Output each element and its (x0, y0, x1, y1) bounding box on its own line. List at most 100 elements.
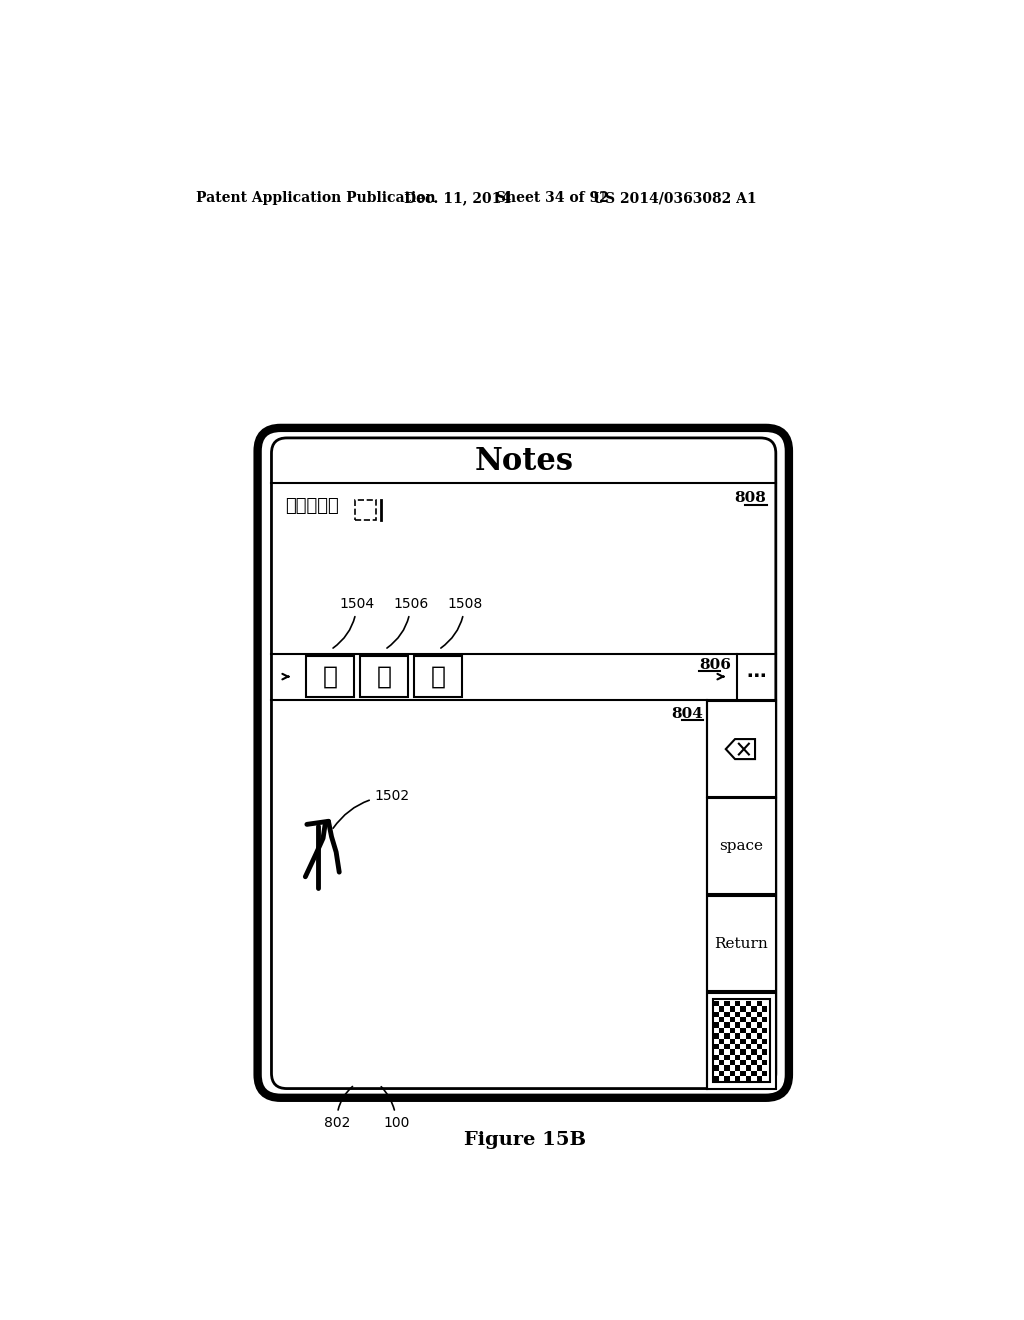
Bar (757, 1044, 762, 1049)
Text: Dec. 11, 2014: Dec. 11, 2014 (403, 191, 511, 206)
Bar (707, 896, 776, 991)
Bar (719, 1049, 724, 1055)
Bar (730, 1028, 735, 1034)
Bar (724, 1076, 730, 1081)
Bar (752, 1006, 757, 1011)
Bar (740, 1071, 745, 1076)
Bar (714, 1065, 719, 1071)
Text: Sheet 34 of 92: Sheet 34 of 92 (497, 191, 609, 206)
Bar (707, 993, 776, 1089)
Bar (762, 1028, 767, 1034)
Bar (714, 1034, 719, 1039)
Bar (719, 1028, 724, 1034)
Bar (724, 1034, 730, 1039)
Bar (762, 1039, 767, 1044)
Text: Notes: Notes (474, 446, 573, 477)
Bar (745, 1055, 752, 1060)
Bar (745, 1001, 752, 1006)
Bar (724, 1011, 730, 1016)
Bar (752, 1039, 757, 1044)
Bar (752, 1060, 757, 1065)
Bar (752, 1071, 757, 1076)
Bar (757, 1034, 762, 1039)
Text: 808: 808 (734, 491, 767, 506)
Bar (714, 1076, 719, 1081)
Bar (740, 1006, 745, 1011)
Bar (757, 1076, 762, 1081)
FancyBboxPatch shape (271, 438, 776, 1089)
Text: 衣服很美。: 衣服很美。 (286, 496, 339, 515)
Bar (730, 1039, 735, 1044)
Text: ⋯: ⋯ (746, 667, 766, 686)
Bar (735, 1044, 740, 1049)
Bar (745, 1011, 752, 1016)
Text: 巾: 巾 (323, 664, 338, 689)
Bar (745, 1034, 752, 1039)
Bar (730, 1016, 735, 1022)
Bar (730, 1006, 735, 1011)
Bar (730, 1049, 735, 1055)
Bar (757, 1065, 762, 1071)
FancyBboxPatch shape (258, 428, 788, 1098)
Bar (724, 1044, 730, 1049)
Bar (719, 1039, 724, 1044)
Bar (757, 1011, 762, 1016)
Bar (740, 1016, 745, 1022)
Bar (745, 1022, 752, 1028)
Bar (713, 999, 770, 1082)
Bar (752, 1049, 757, 1055)
Text: 1508: 1508 (441, 597, 482, 648)
Bar (719, 1071, 724, 1076)
Text: 1506: 1506 (387, 597, 428, 648)
Bar (719, 1006, 724, 1011)
Text: 806: 806 (698, 659, 731, 672)
Bar (714, 1055, 719, 1060)
Bar (730, 1071, 735, 1076)
Bar (724, 1065, 730, 1071)
Bar (752, 1028, 757, 1034)
Bar (707, 799, 776, 894)
Bar (762, 1006, 767, 1011)
Bar (414, 656, 462, 697)
Bar (752, 1016, 757, 1022)
Bar (735, 1011, 740, 1016)
Bar (714, 1011, 719, 1016)
Bar (757, 1055, 762, 1060)
Text: 币: 币 (430, 664, 445, 689)
Text: US 2014/0363082 A1: US 2014/0363082 A1 (593, 191, 756, 206)
Text: 1502: 1502 (333, 789, 410, 828)
Bar (724, 1055, 730, 1060)
Text: 中: 中 (377, 664, 391, 689)
Bar (354, 499, 376, 520)
Bar (735, 1001, 740, 1006)
Bar (745, 1044, 752, 1049)
Bar (724, 1001, 730, 1006)
Text: 100: 100 (381, 1086, 410, 1130)
Bar (735, 1022, 740, 1028)
Bar (757, 1022, 762, 1028)
Bar (745, 1065, 752, 1071)
Text: 802: 802 (324, 1086, 352, 1130)
Bar (757, 1001, 762, 1006)
Bar (306, 656, 354, 697)
Bar (714, 1022, 719, 1028)
Bar (360, 656, 408, 697)
Bar (735, 1055, 740, 1060)
Bar (707, 701, 776, 797)
Bar (719, 1016, 724, 1022)
Text: 1504: 1504 (333, 597, 375, 648)
Bar (735, 1076, 740, 1081)
Text: Return: Return (715, 936, 768, 950)
Text: Figure 15B: Figure 15B (464, 1131, 586, 1150)
Bar (762, 1016, 767, 1022)
Bar (740, 1049, 745, 1055)
Bar (762, 1071, 767, 1076)
Bar (762, 1049, 767, 1055)
Bar (714, 1001, 719, 1006)
Bar (740, 1060, 745, 1065)
Bar (740, 1039, 745, 1044)
Bar (762, 1060, 767, 1065)
Bar (735, 1034, 740, 1039)
Bar (719, 1060, 724, 1065)
Bar (724, 1022, 730, 1028)
